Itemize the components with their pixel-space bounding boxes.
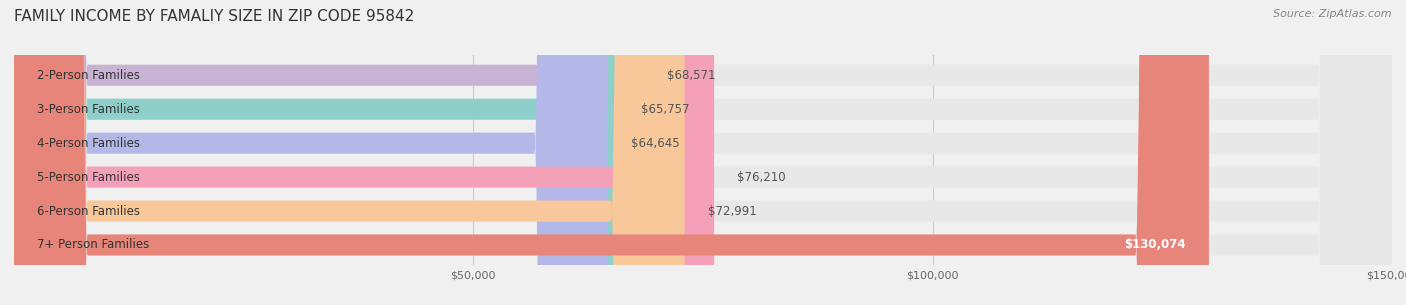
FancyBboxPatch shape [14, 0, 1209, 305]
Text: 7+ Person Families: 7+ Person Families [37, 239, 149, 252]
FancyBboxPatch shape [14, 0, 644, 305]
FancyBboxPatch shape [14, 0, 1392, 305]
Text: 5-Person Families: 5-Person Families [37, 170, 141, 184]
Text: $65,757: $65,757 [641, 103, 689, 116]
Text: Source: ZipAtlas.com: Source: ZipAtlas.com [1274, 9, 1392, 19]
Text: $64,645: $64,645 [631, 137, 679, 150]
Text: $72,991: $72,991 [707, 205, 756, 217]
FancyBboxPatch shape [14, 0, 607, 305]
FancyBboxPatch shape [14, 0, 1392, 305]
FancyBboxPatch shape [14, 0, 1392, 305]
Text: FAMILY INCOME BY FAMALIY SIZE IN ZIP CODE 95842: FAMILY INCOME BY FAMALIY SIZE IN ZIP COD… [14, 9, 415, 24]
FancyBboxPatch shape [14, 0, 1392, 305]
Text: 4-Person Families: 4-Person Families [37, 137, 141, 150]
Text: $68,571: $68,571 [666, 69, 716, 82]
FancyBboxPatch shape [14, 0, 1392, 305]
Text: 6-Person Families: 6-Person Families [37, 205, 141, 217]
FancyBboxPatch shape [14, 0, 619, 305]
Text: $130,074: $130,074 [1125, 239, 1185, 252]
FancyBboxPatch shape [14, 0, 685, 305]
Text: 2-Person Families: 2-Person Families [37, 69, 141, 82]
Text: 3-Person Families: 3-Person Families [37, 103, 141, 116]
Text: $76,210: $76,210 [737, 170, 786, 184]
FancyBboxPatch shape [14, 0, 714, 305]
FancyBboxPatch shape [14, 0, 1392, 305]
